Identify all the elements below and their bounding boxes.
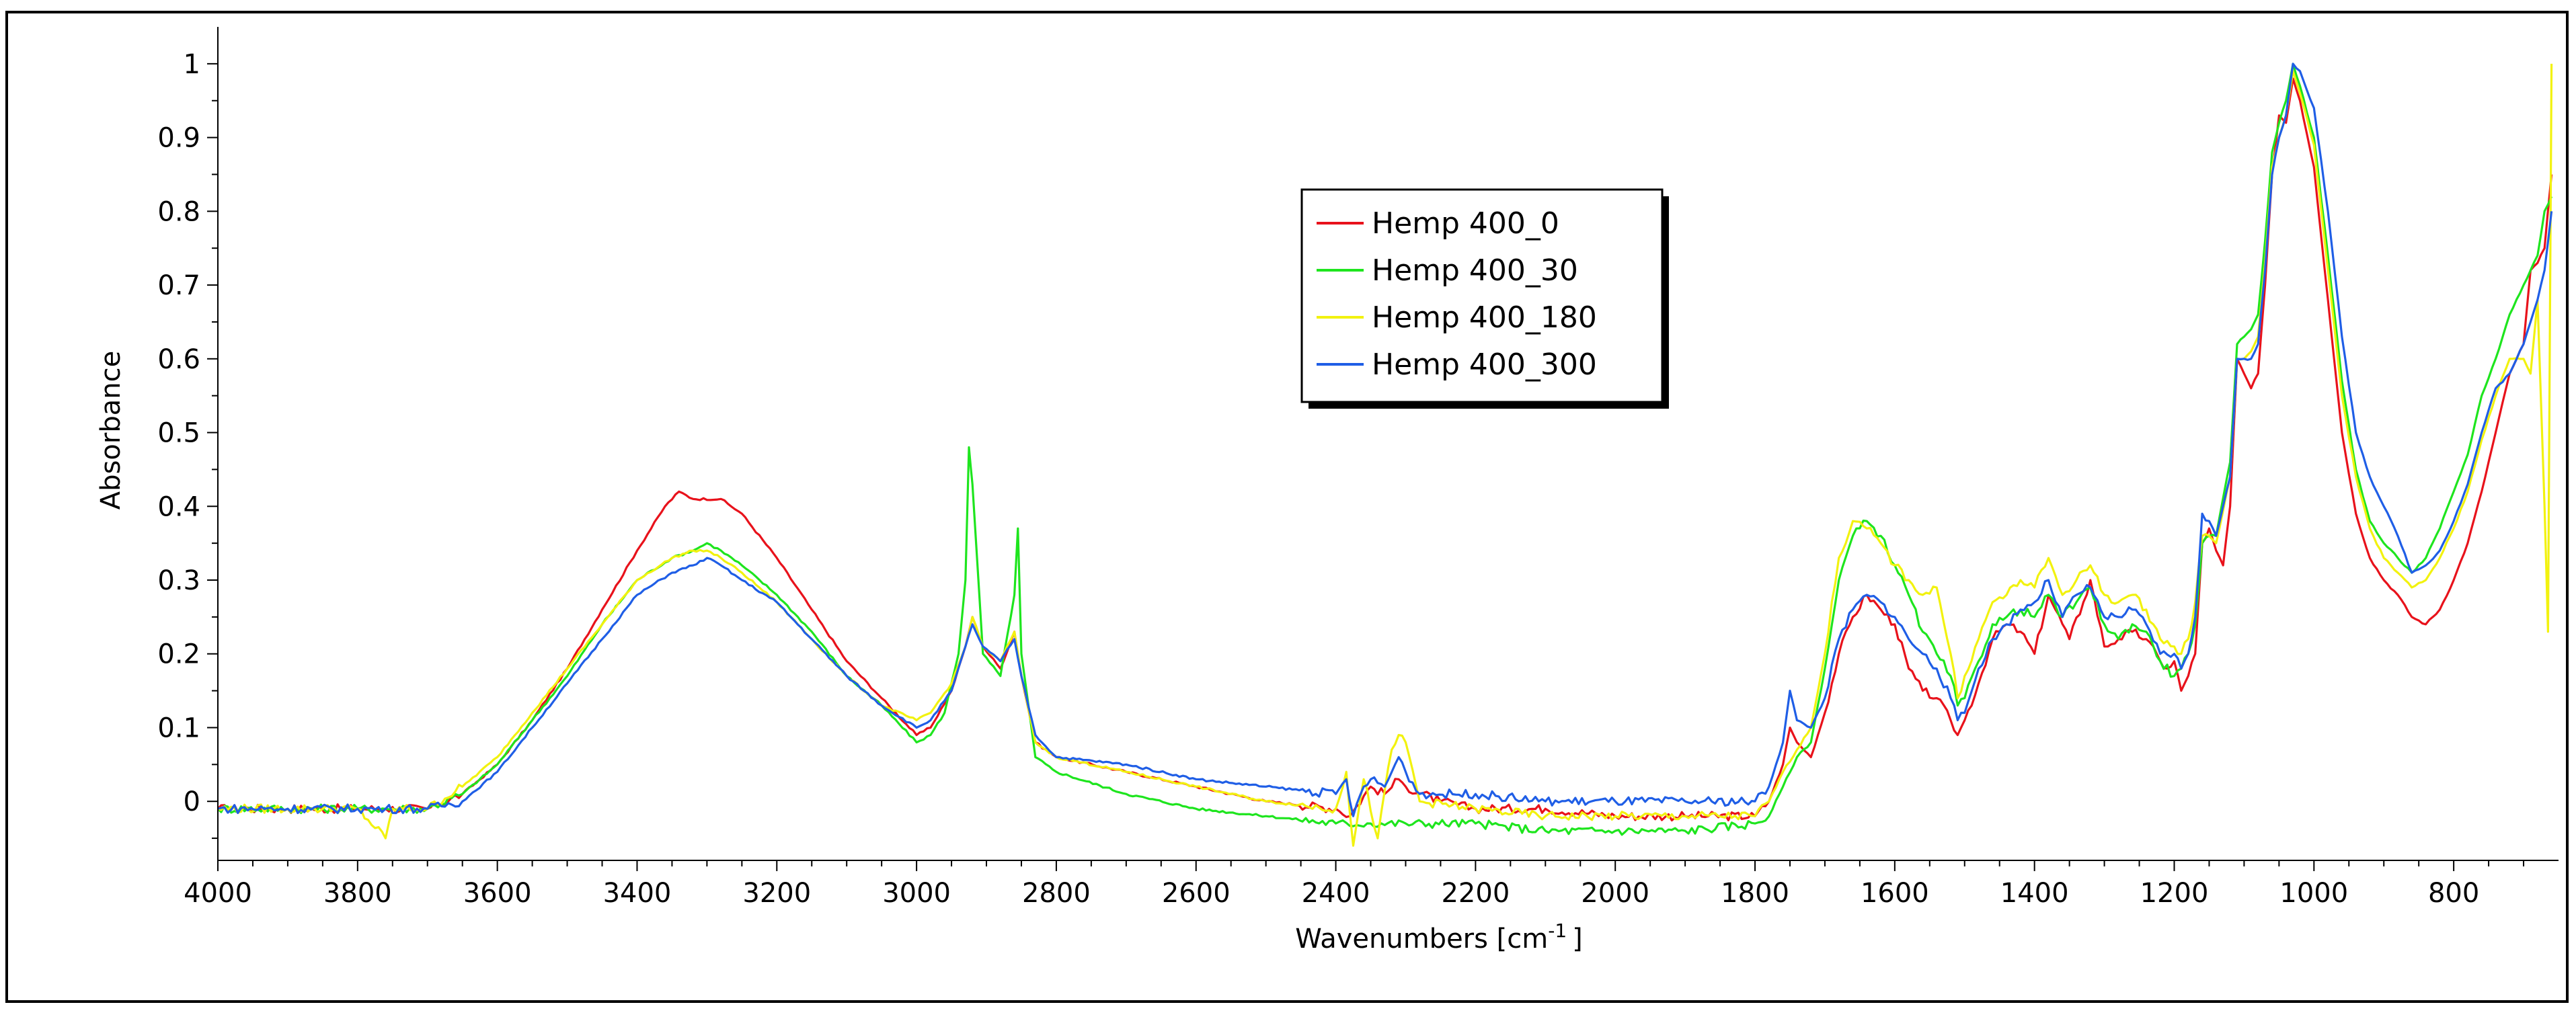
y-tick-label: 0.2 bbox=[157, 639, 200, 670]
y-tick-label: 0 bbox=[184, 786, 200, 817]
x-tick-label: 2600 bbox=[1162, 878, 1231, 909]
x-tick-label: 1600 bbox=[1861, 878, 1929, 909]
x-tick-label: 1200 bbox=[2140, 878, 2209, 909]
legend: Hemp 400_0 Hemp 400_30 Hemp 400_180 Hemp 40… bbox=[1300, 188, 1669, 409]
x-tick-label: 3800 bbox=[323, 878, 392, 909]
series-layer bbox=[217, 63, 2553, 847]
x-tick-label: 1400 bbox=[2000, 878, 2069, 909]
legend-box bbox=[1300, 188, 1664, 403]
y-tick-label: 0.6 bbox=[157, 344, 200, 375]
x-tick-label: 3400 bbox=[603, 878, 672, 909]
y-tick-label: 0.3 bbox=[157, 565, 200, 596]
x-tick-label: 2000 bbox=[1581, 878, 1649, 909]
y-tick-label: 0.5 bbox=[157, 418, 200, 449]
y-tick-label: 0.9 bbox=[157, 123, 200, 154]
x-axis-title: Wavenumbers [cm-1] bbox=[1295, 920, 1583, 954]
legend-items: Hemp 400_0 Hemp 400_30 Hemp 400_180 Hemp 40… bbox=[1317, 206, 1597, 382]
figure-frame bbox=[5, 11, 2569, 1003]
legend-label: Hemp 400_180 bbox=[1372, 300, 1597, 335]
x-tick-label: 1000 bbox=[2279, 878, 2348, 909]
x-tick-label: 3200 bbox=[742, 878, 811, 909]
y-tick-label: 1 bbox=[184, 49, 200, 80]
x-tick-label: 2400 bbox=[1302, 878, 1370, 909]
x-tick-label: 3000 bbox=[882, 878, 951, 909]
x-tick-label: 4000 bbox=[184, 878, 252, 909]
x-tick-label: 3600 bbox=[463, 878, 532, 909]
legend-label: Hemp 400_300 bbox=[1372, 348, 1597, 382]
y-tick-label: 0.4 bbox=[157, 491, 200, 522]
y-axis-title: Absorbance bbox=[95, 351, 126, 510]
y-tick-label: 0.1 bbox=[157, 713, 200, 743]
x-axis-title-superscript: -1 bbox=[1548, 920, 1567, 942]
series-line-4 bbox=[217, 63, 2553, 817]
x-axis-title-main: Wavenumbers [cm bbox=[1295, 924, 1548, 954]
y-tick-label: 0.7 bbox=[157, 270, 200, 301]
x-tick-label: 1800 bbox=[1721, 878, 1789, 909]
y-tick-label: 0.8 bbox=[157, 196, 200, 227]
x-axis-title-suffix: ] bbox=[1572, 924, 1583, 954]
x-tick-label: 2200 bbox=[1441, 878, 1510, 909]
x-tick-label: 2800 bbox=[1022, 878, 1091, 909]
x-tick-label: 800 bbox=[2428, 878, 2479, 909]
series-line-3 bbox=[217, 63, 2553, 847]
axes-layer: 4000 3800 3600 3400 3200 3000 2800 2600 2400 2200… bbox=[157, 27, 2559, 909]
legend-label: Hemp 400_30 bbox=[1372, 253, 1578, 288]
legend-label: Hemp 400_0 bbox=[1372, 206, 1559, 241]
